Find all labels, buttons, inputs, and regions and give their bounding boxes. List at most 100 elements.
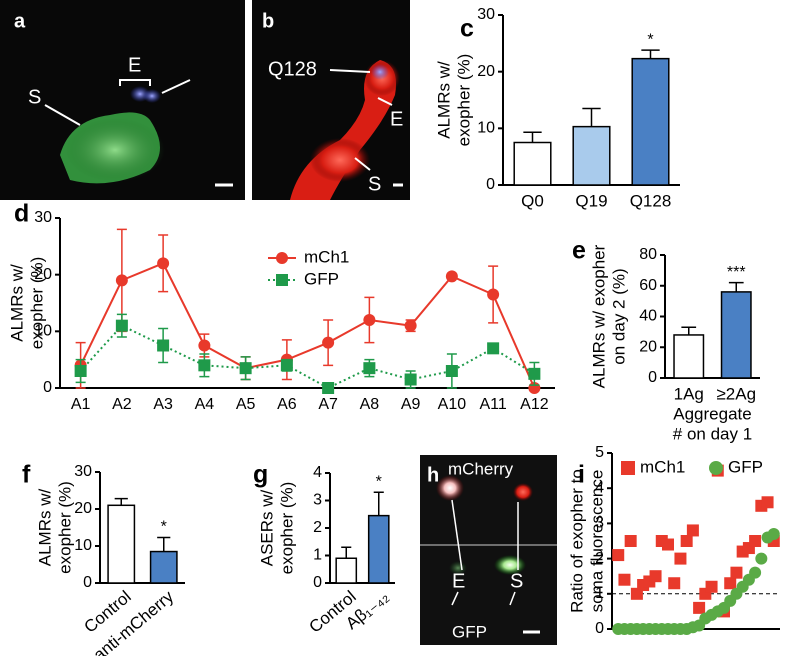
point xyxy=(693,601,706,614)
point xyxy=(724,577,737,590)
panel-letter: d xyxy=(14,200,29,228)
x-tick-label: A6 xyxy=(277,396,297,413)
y-tick-label: 80 xyxy=(639,246,657,263)
x-tick-label: Q19 xyxy=(575,191,607,210)
panel-letter: g xyxy=(253,461,268,489)
y-tick-label: 4 xyxy=(595,479,604,496)
y-axis-label: ALMRs w/ xyxy=(434,61,453,139)
series-line xyxy=(79,324,535,390)
image-label: GFP xyxy=(452,622,487,641)
point xyxy=(624,535,637,547)
y-tick-label: 40 xyxy=(639,308,657,325)
point xyxy=(668,577,681,590)
point xyxy=(618,573,631,586)
bar xyxy=(720,291,752,379)
legend-marker xyxy=(621,461,635,475)
y-axis-label: exopher (%) xyxy=(454,54,473,147)
y-tick-label: 20 xyxy=(34,266,52,283)
y-axis-label: exopher (%) xyxy=(55,481,74,574)
series-line xyxy=(79,262,536,389)
point xyxy=(404,319,417,332)
legend-marker xyxy=(276,274,288,286)
image-label: Q128 xyxy=(268,58,317,80)
point xyxy=(612,549,625,562)
legend-label: GFP xyxy=(728,457,763,476)
image-label: S xyxy=(510,570,523,592)
x-tick-label: A7 xyxy=(318,396,338,413)
x-tick-label: A2 xyxy=(112,396,132,413)
x-tick-label: A5 xyxy=(236,396,256,413)
error-bar xyxy=(582,107,601,127)
point xyxy=(363,314,376,326)
point xyxy=(445,365,458,377)
significance: * xyxy=(376,473,382,490)
y-tick-label: 10 xyxy=(74,537,92,554)
y-tick-label: 2 xyxy=(313,519,322,536)
bar xyxy=(572,125,611,186)
point xyxy=(662,538,674,551)
bar xyxy=(149,550,178,584)
x-tick-label: A9 xyxy=(401,396,421,413)
y-tick-label: 20 xyxy=(74,500,92,517)
x-tick-label: Q128 xyxy=(630,191,672,210)
point xyxy=(680,535,693,547)
error-bar xyxy=(523,131,542,143)
y-axis-label: ALMRs w/ xyxy=(35,489,54,567)
error-bar xyxy=(114,497,128,506)
error-bar xyxy=(157,536,171,552)
significance: *** xyxy=(727,264,746,281)
y-tick-label: 1 xyxy=(595,585,604,602)
x-tick-label: 1Ag xyxy=(674,384,704,403)
point xyxy=(487,342,500,355)
y-tick-label: 1 xyxy=(313,547,322,564)
y-axis-label: Ratio of exopher to xyxy=(567,469,586,613)
y-tick-label: 0 xyxy=(83,574,92,591)
point xyxy=(363,362,376,375)
y-axis-label: ALMRs w/ exopher xyxy=(589,244,608,388)
point xyxy=(767,527,780,540)
y-tick-label: 30 xyxy=(34,209,52,226)
point xyxy=(730,566,743,579)
y-tick-label: 0 xyxy=(648,369,657,386)
y-tick-label: 20 xyxy=(477,63,495,80)
image-b: b Q128 E S xyxy=(252,0,410,200)
y-tick-label: 4 xyxy=(313,464,322,481)
bar xyxy=(513,141,552,186)
point xyxy=(280,359,293,372)
point xyxy=(239,362,252,375)
point xyxy=(198,359,211,372)
bar xyxy=(107,504,136,584)
error-bar xyxy=(373,491,384,516)
image-label: E xyxy=(390,108,403,130)
point xyxy=(749,535,762,547)
x-axis-label: # on day 1 xyxy=(673,424,752,443)
point xyxy=(322,382,335,394)
y-axis-label: soma fluorescence xyxy=(587,470,606,613)
point xyxy=(649,570,662,583)
panel-letter: b xyxy=(262,10,274,32)
y-axis-label: ASERs w/ xyxy=(257,489,276,566)
legend-marker xyxy=(276,252,288,264)
point xyxy=(705,580,718,593)
y-axis-label: exopher (%) xyxy=(27,257,46,350)
point xyxy=(674,552,687,565)
y-tick-label: 5 xyxy=(595,444,604,461)
point xyxy=(115,319,128,332)
bar xyxy=(367,514,390,584)
image-label: E xyxy=(452,570,465,592)
panel-letter: i xyxy=(578,461,585,489)
y-tick-label: 0 xyxy=(43,379,52,396)
y-tick-label: 20 xyxy=(639,338,657,355)
error-bar xyxy=(681,326,697,335)
x-tick-label: A12 xyxy=(520,396,549,413)
bar xyxy=(631,57,670,186)
y-tick-label: 3 xyxy=(595,515,604,532)
panel-letter: f xyxy=(22,461,31,489)
bar xyxy=(335,557,358,584)
y-tick-label: 0 xyxy=(313,574,322,591)
image-a: a S E xyxy=(0,0,245,200)
point xyxy=(686,524,699,537)
x-tick-label: ≥2Ag xyxy=(716,384,756,403)
y-tick-label: 30 xyxy=(74,463,92,480)
point xyxy=(761,496,774,509)
